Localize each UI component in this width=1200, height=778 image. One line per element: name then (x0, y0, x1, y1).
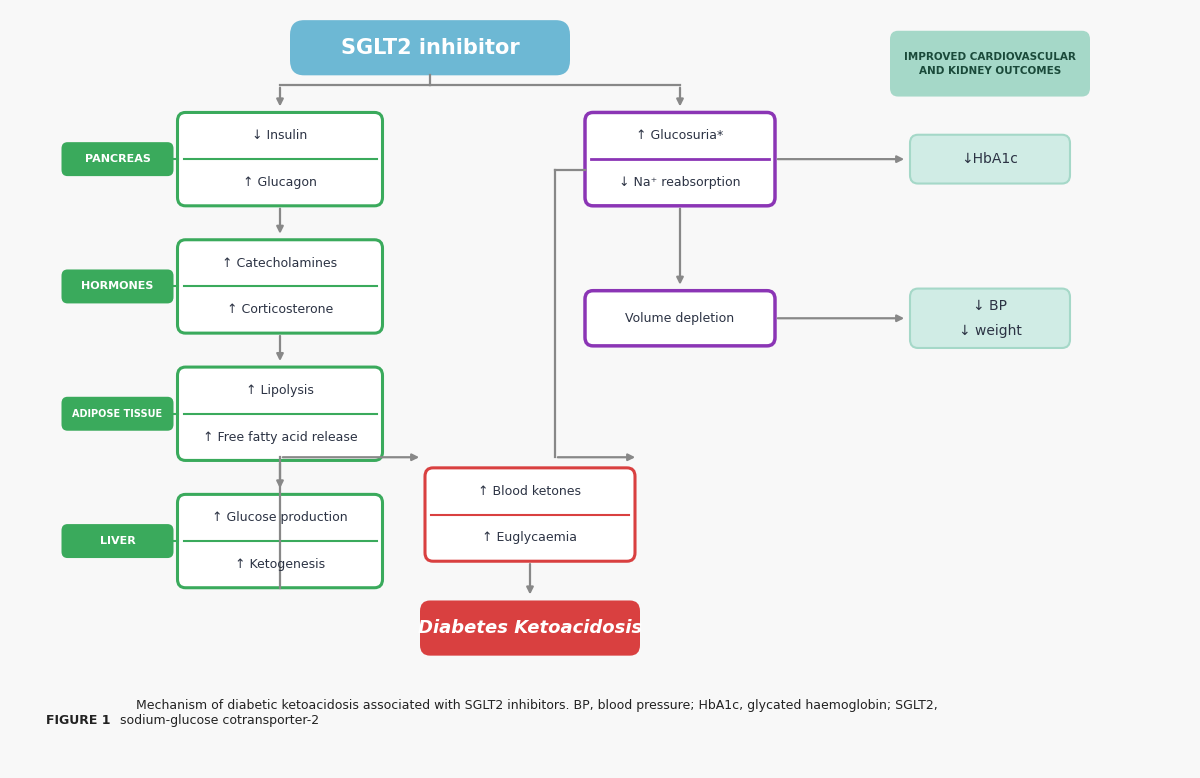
Text: ↑ Free fatty acid release: ↑ Free fatty acid release (203, 430, 358, 443)
Text: ↑ Catecholamines: ↑ Catecholamines (222, 257, 337, 270)
Text: ↑ Lipolysis: ↑ Lipolysis (246, 384, 314, 397)
Text: ↑ Glucose production: ↑ Glucose production (212, 511, 348, 524)
Text: ↑ Euglycaemia: ↑ Euglycaemia (482, 531, 577, 545)
Text: ↑ Blood ketones: ↑ Blood ketones (479, 485, 582, 498)
Text: Volume depletion: Volume depletion (625, 312, 734, 324)
FancyBboxPatch shape (586, 113, 775, 206)
Text: ↓ weight: ↓ weight (959, 324, 1021, 338)
Text: FIGURE 1: FIGURE 1 (46, 713, 110, 727)
Text: ↓ Na⁺ reabsorption: ↓ Na⁺ reabsorption (619, 176, 740, 189)
Text: PANCREAS: PANCREAS (84, 154, 150, 164)
FancyBboxPatch shape (586, 291, 775, 346)
FancyBboxPatch shape (61, 524, 174, 558)
Text: ↓ BP: ↓ BP (973, 299, 1007, 313)
FancyBboxPatch shape (61, 142, 174, 176)
FancyBboxPatch shape (61, 397, 174, 431)
FancyBboxPatch shape (425, 468, 635, 561)
Text: LIVER: LIVER (100, 536, 136, 546)
FancyBboxPatch shape (420, 601, 640, 656)
FancyBboxPatch shape (910, 289, 1070, 348)
FancyBboxPatch shape (910, 135, 1070, 184)
Text: Diabetes Ketoacidosis: Diabetes Ketoacidosis (418, 619, 642, 637)
FancyBboxPatch shape (178, 240, 383, 333)
FancyBboxPatch shape (178, 113, 383, 206)
Text: ↑ Ketogenesis: ↑ Ketogenesis (235, 558, 325, 571)
Text: SGLT2 inhibitor: SGLT2 inhibitor (341, 38, 520, 58)
FancyBboxPatch shape (890, 31, 1090, 96)
Text: HORMONES: HORMONES (82, 282, 154, 292)
FancyBboxPatch shape (178, 367, 383, 461)
Text: ↑ Glucagon: ↑ Glucagon (244, 176, 317, 189)
FancyBboxPatch shape (290, 20, 570, 75)
Text: ↑ Glucosuria*: ↑ Glucosuria* (636, 129, 724, 142)
FancyBboxPatch shape (61, 269, 174, 303)
Text: ↓ Insulin: ↓ Insulin (252, 129, 307, 142)
Text: ↓HbA1c: ↓HbA1c (961, 152, 1019, 166)
Text: ↑ Corticosterone: ↑ Corticosterone (227, 303, 334, 317)
Text: Mechanism of diabetic ketoacidosis associated with SGLT2 inhibitors. BP, blood p: Mechanism of diabetic ketoacidosis assoc… (120, 699, 937, 727)
Text: ADIPOSE TISSUE: ADIPOSE TISSUE (72, 408, 162, 419)
Text: IMPROVED CARDIOVASCULAR
AND KIDNEY OUTCOMES: IMPROVED CARDIOVASCULAR AND KIDNEY OUTCO… (904, 51, 1076, 75)
FancyBboxPatch shape (178, 494, 383, 587)
